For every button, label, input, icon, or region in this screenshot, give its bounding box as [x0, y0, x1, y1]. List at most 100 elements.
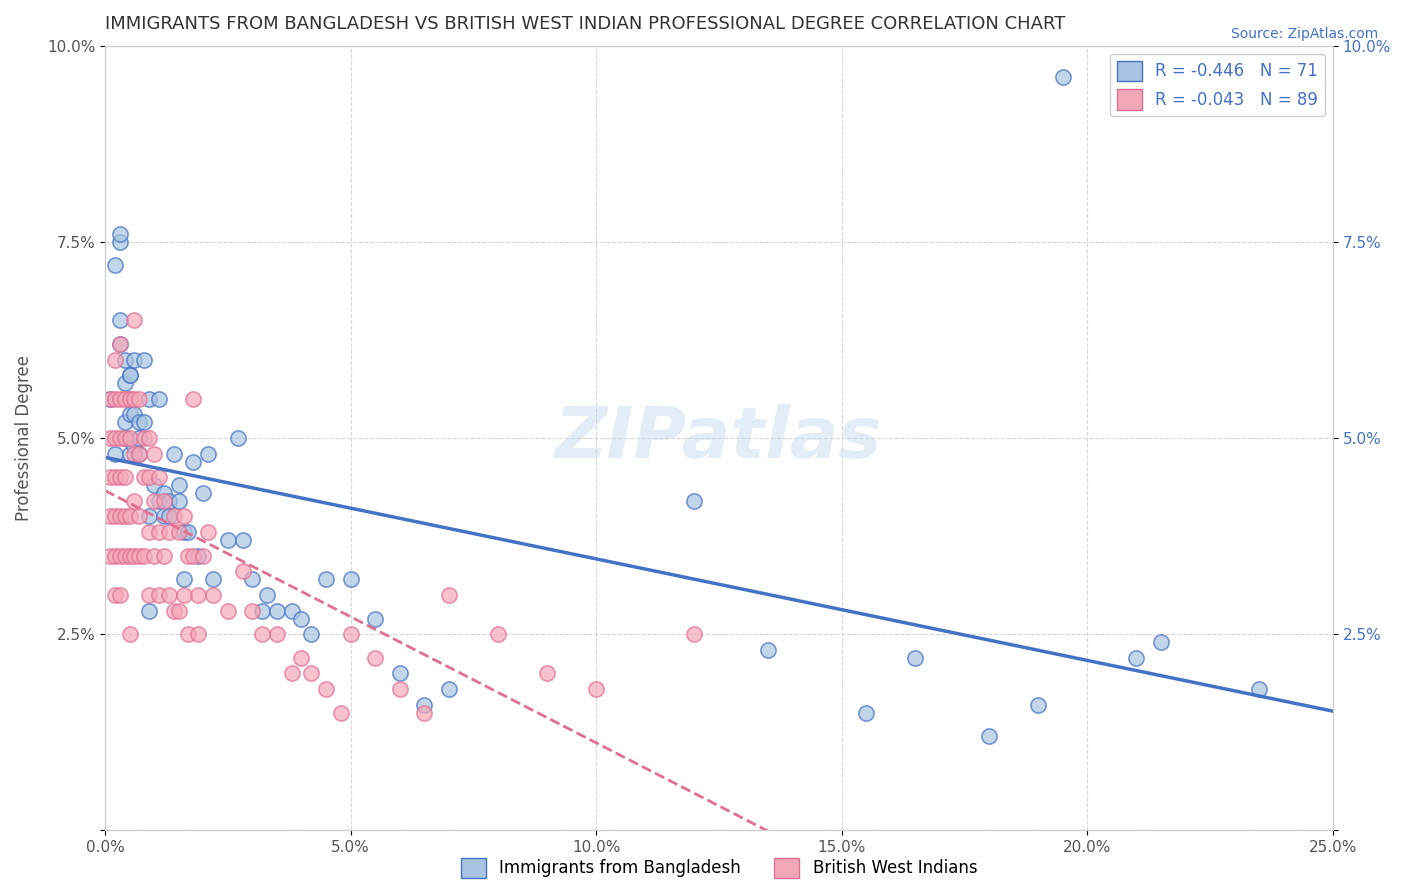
Point [977, 729, 1000, 743]
Point [183, 549, 205, 563]
Point [138, 588, 160, 602]
Point [486, 627, 509, 641]
Point [177, 627, 200, 641]
Point [124, 352, 146, 367]
Point [104, 352, 127, 367]
Point [256, 588, 278, 602]
Point [329, 706, 352, 720]
Point [177, 525, 200, 540]
Point [143, 493, 166, 508]
Point [157, 509, 180, 524]
Point [108, 588, 131, 602]
Point [173, 509, 195, 524]
Point [128, 431, 150, 445]
Point [187, 549, 209, 563]
Legend: Immigrants from Bangladesh, British West Indians: Immigrants from Bangladesh, British West… [454, 851, 984, 885]
Point [128, 509, 150, 524]
Point [388, 682, 411, 697]
Point [683, 493, 706, 508]
Point [108, 431, 131, 445]
Point [138, 431, 160, 445]
Point [299, 627, 322, 641]
Point [1026, 698, 1049, 712]
Point [124, 439, 146, 453]
Point [437, 588, 460, 602]
Point [114, 549, 136, 563]
Point [1150, 635, 1173, 649]
Point [153, 549, 176, 563]
Point [118, 549, 141, 563]
Point [98, 509, 121, 524]
Point [1052, 70, 1074, 84]
Point [118, 368, 141, 383]
Point [114, 509, 136, 524]
Point [124, 493, 146, 508]
Point [128, 549, 150, 563]
Point [118, 408, 141, 422]
Point [104, 447, 127, 461]
Point [148, 392, 170, 406]
Point [114, 352, 136, 367]
Point [104, 392, 127, 406]
Point [183, 392, 205, 406]
Point [124, 447, 146, 461]
Point [128, 392, 150, 406]
Point [134, 415, 156, 429]
Point [250, 627, 273, 641]
Point [108, 336, 131, 351]
Point [143, 478, 166, 492]
Point [187, 588, 209, 602]
Y-axis label: Professional Degree: Professional Degree [15, 355, 32, 521]
Point [98, 470, 121, 484]
Point [108, 313, 131, 327]
Point [536, 666, 558, 681]
Point [124, 408, 146, 422]
Point [157, 493, 180, 508]
Point [193, 549, 215, 563]
Point [217, 604, 239, 618]
Point [124, 313, 146, 327]
Point [104, 549, 127, 563]
Point [138, 509, 160, 524]
Point [157, 525, 180, 540]
Point [138, 470, 160, 484]
Point [290, 611, 312, 625]
Point [98, 392, 121, 406]
Point [108, 227, 131, 241]
Point [167, 478, 190, 492]
Point [197, 447, 219, 461]
Point [148, 470, 170, 484]
Point [266, 627, 288, 641]
Point [167, 493, 190, 508]
Point [202, 572, 225, 586]
Point [114, 470, 136, 484]
Point [163, 604, 186, 618]
Point [231, 533, 253, 547]
Point [104, 470, 127, 484]
Point [388, 666, 411, 681]
Point [202, 588, 225, 602]
Point [118, 509, 141, 524]
Point [148, 525, 170, 540]
Point [124, 392, 146, 406]
Point [163, 447, 186, 461]
Point [118, 392, 141, 406]
Point [124, 549, 146, 563]
Point [193, 486, 215, 500]
Point [904, 650, 927, 665]
Point [108, 509, 131, 524]
Point [437, 682, 460, 697]
Point [118, 447, 141, 461]
Point [143, 549, 166, 563]
Point [280, 604, 302, 618]
Point [118, 392, 141, 406]
Point [250, 604, 273, 618]
Point [114, 431, 136, 445]
Point [240, 572, 263, 586]
Point [585, 682, 607, 697]
Point [167, 525, 190, 540]
Point [134, 549, 156, 563]
Point [364, 650, 387, 665]
Point [299, 666, 322, 681]
Text: ZIPatlas: ZIPatlas [555, 403, 883, 473]
